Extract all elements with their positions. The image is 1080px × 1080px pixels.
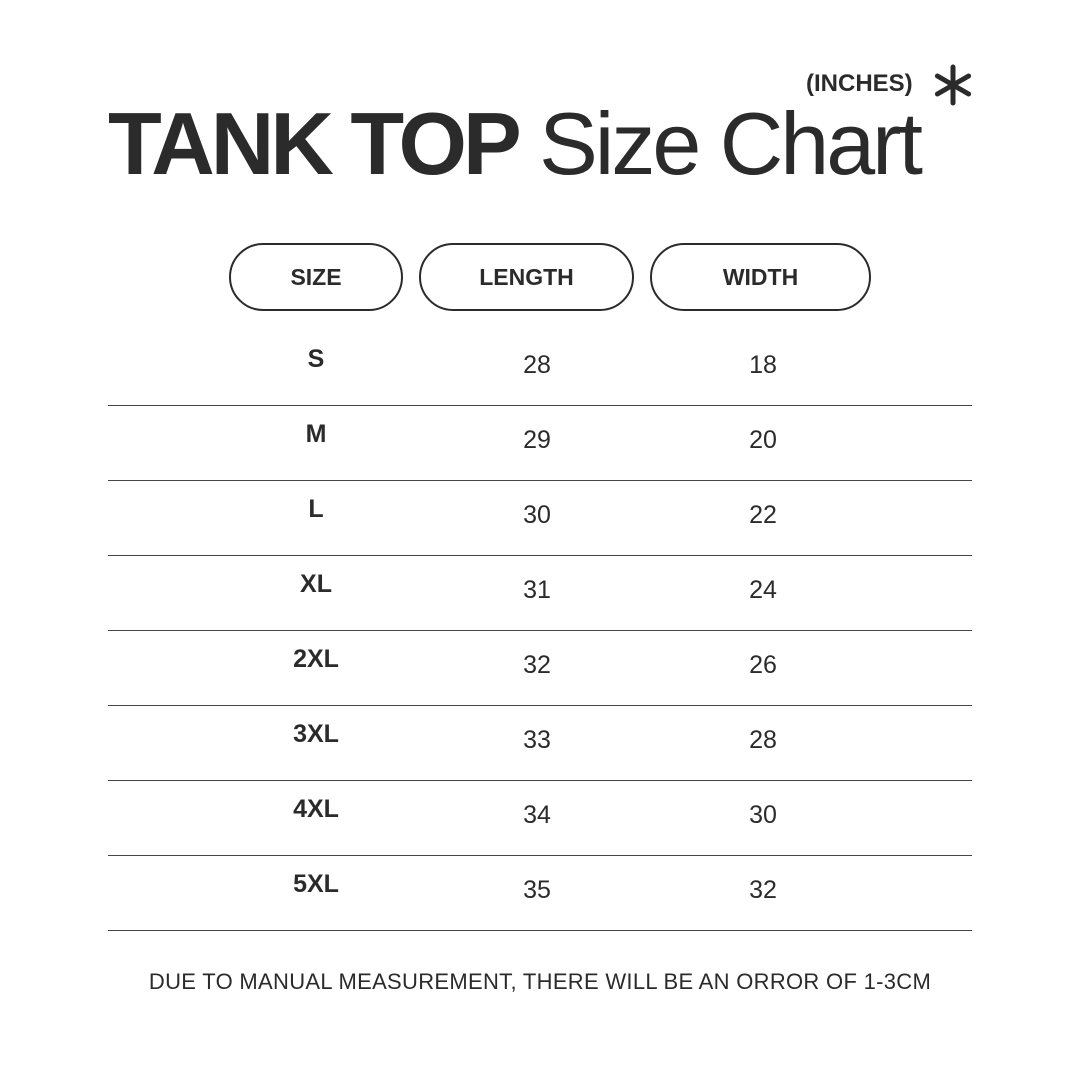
size-cell: 5XL bbox=[293, 870, 339, 898]
table-row: M 29 20 bbox=[108, 406, 972, 481]
header-width: WIDTH bbox=[650, 243, 871, 311]
size-cell: S bbox=[307, 345, 325, 373]
table-row: L 30 22 bbox=[108, 481, 972, 556]
table-row: XL 31 24 bbox=[108, 556, 972, 631]
table-row: 4XL 34 30 bbox=[108, 781, 972, 856]
length-cell: 33 bbox=[523, 726, 551, 754]
table-row: 3XL 33 28 bbox=[108, 706, 972, 781]
size-cell: L bbox=[308, 495, 324, 523]
length-cell: 32 bbox=[523, 651, 551, 679]
width-cell: 28 bbox=[749, 726, 777, 754]
size-cell: XL bbox=[300, 570, 332, 598]
asterisk-icon bbox=[934, 64, 972, 106]
width-cell: 26 bbox=[749, 651, 777, 679]
size-cell: M bbox=[305, 420, 327, 448]
table-row: S 28 18 bbox=[108, 331, 972, 406]
length-cell: 34 bbox=[523, 801, 551, 829]
title-bold: TANK TOP bbox=[108, 94, 522, 193]
width-cell: 20 bbox=[749, 426, 777, 454]
width-cell: 32 bbox=[749, 876, 777, 904]
size-cell: 3XL bbox=[293, 720, 339, 748]
row-divider bbox=[108, 855, 972, 856]
units-label: (INCHES) bbox=[806, 70, 913, 97]
row-divider bbox=[108, 930, 972, 931]
header-size: SIZE bbox=[229, 243, 403, 311]
length-cell: 35 bbox=[523, 876, 551, 904]
width-cell: 18 bbox=[749, 351, 777, 379]
row-divider bbox=[108, 555, 972, 556]
title-regular: Size Chart bbox=[539, 94, 923, 193]
width-cell: 22 bbox=[749, 501, 777, 529]
row-divider bbox=[108, 780, 972, 781]
row-divider bbox=[108, 405, 972, 406]
length-cell: 30 bbox=[523, 501, 551, 529]
row-divider bbox=[108, 480, 972, 481]
size-cell: 4XL bbox=[293, 795, 339, 823]
length-cell: 29 bbox=[523, 426, 551, 454]
measurement-note: DUE TO MANUAL MEASUREMENT, THERE WILL BE… bbox=[148, 969, 932, 994]
table-row: 5XL 35 32 bbox=[108, 856, 972, 931]
row-divider bbox=[108, 705, 972, 706]
length-cell: 31 bbox=[523, 576, 551, 604]
length-cell: 28 bbox=[523, 351, 551, 379]
width-cell: 24 bbox=[749, 576, 777, 604]
size-cell: 2XL bbox=[293, 645, 339, 673]
row-divider bbox=[108, 630, 972, 631]
width-cell: 30 bbox=[749, 801, 777, 829]
table-row: 2XL 32 26 bbox=[108, 631, 972, 706]
header-length: LENGTH bbox=[419, 243, 634, 311]
page-title: TANK TOP Size Chart bbox=[108, 100, 923, 188]
